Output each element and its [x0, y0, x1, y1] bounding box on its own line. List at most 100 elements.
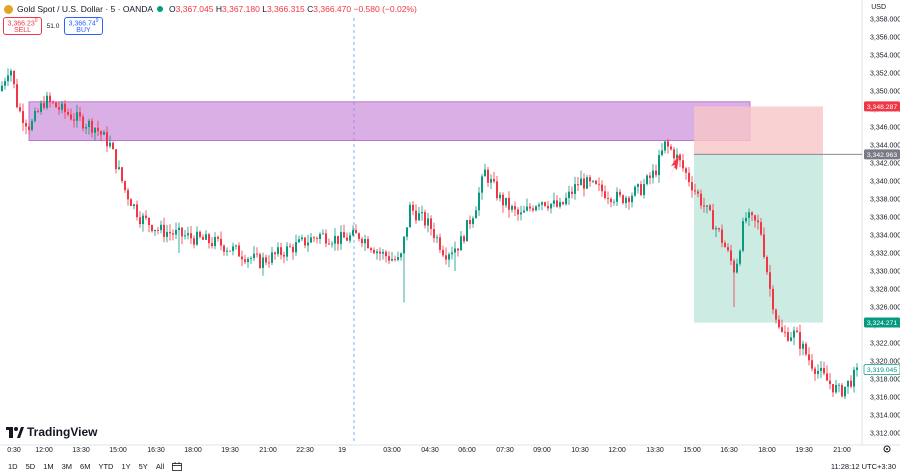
candle: [178, 222, 180, 253]
candle: [841, 383, 843, 398]
timeframe-3m[interactable]: 3M: [61, 462, 73, 471]
candle: [184, 230, 186, 240]
x-tick-label: 19:30: [221, 447, 239, 454]
candle: [721, 224, 723, 248]
candle: [442, 245, 444, 258]
timeframe-5y[interactable]: 5Y: [138, 462, 148, 471]
candle: [316, 236, 318, 244]
candle: [511, 204, 513, 213]
candle: [508, 191, 510, 218]
x-tick-label: 21:00: [259, 447, 277, 454]
candle: [97, 120, 99, 136]
candle: [238, 242, 240, 257]
candle: [43, 95, 45, 110]
candle: [160, 220, 162, 234]
candle: [112, 141, 114, 150]
candle: [364, 234, 366, 251]
candle: [256, 247, 258, 258]
candle: [100, 130, 102, 142]
timeframe-1d[interactable]: 1D: [8, 462, 18, 471]
buy-button[interactable]: 3,366.749 BUY: [64, 17, 103, 35]
candle: [346, 232, 348, 242]
candle: [394, 255, 396, 262]
timeframe-1y[interactable]: 1Y: [121, 462, 131, 471]
timeframe-6m[interactable]: 6M: [80, 462, 91, 471]
candle: [352, 225, 354, 237]
candle: [544, 201, 546, 208]
candle: [31, 118, 33, 132]
candle: [559, 197, 561, 209]
candle: [709, 203, 711, 212]
candle: [760, 217, 762, 237]
y-tick-label: 3,318.000: [870, 377, 900, 384]
candle: [340, 225, 342, 250]
candle: [349, 232, 351, 244]
candle: [592, 180, 594, 184]
candle: [202, 234, 204, 240]
candle: [163, 217, 165, 243]
candle: [718, 227, 720, 233]
candle: [22, 103, 24, 131]
y-tick-label: 3,338.000: [870, 197, 900, 204]
sell-button[interactable]: 3,366.230 SELL: [3, 17, 42, 35]
timeframe-all[interactable]: All: [155, 462, 165, 471]
candle: [679, 153, 681, 168]
candle: [493, 171, 495, 184]
clock-readout[interactable]: 11:28:12 UTC+3:30: [830, 462, 896, 471]
candle: [523, 205, 525, 213]
candle: [673, 146, 675, 164]
candle: [799, 324, 801, 356]
candle: [85, 123, 87, 135]
candle: [844, 386, 846, 400]
candle: [88, 118, 90, 135]
y-tick-label: 3,344.000: [870, 143, 900, 150]
low-value: 3,366.315: [266, 4, 305, 14]
candle: [412, 201, 414, 216]
y-tick-label: 3,358.000: [870, 17, 900, 24]
candle: [826, 365, 828, 381]
x-tick-label: 07:30: [496, 447, 514, 454]
candle: [829, 373, 831, 390]
y-tick-label: 3,328.000: [870, 287, 900, 294]
candle: [115, 149, 117, 174]
candle: [1, 81, 3, 92]
timeframe-bar: 1D 5D 1M 3M 6M YTD 1Y 5Y All: [0, 458, 900, 475]
candle: [595, 179, 597, 185]
timeframe-ytd[interactable]: YTD: [98, 462, 114, 471]
tradingview-logo-icon: [6, 426, 24, 438]
candle: [694, 183, 696, 195]
candle: [52, 100, 54, 105]
y-tick-label: 3,354.000: [870, 53, 900, 60]
candle: [223, 244, 225, 256]
candle: [457, 248, 459, 257]
symbol-title[interactable]: Gold Spot / U.S. Dollar · 5 · OANDA: [17, 4, 154, 14]
candle: [781, 319, 783, 333]
candle: [466, 219, 468, 242]
candle: [337, 235, 339, 251]
candle: [634, 185, 636, 197]
calendar-icon[interactable]: [172, 462, 183, 471]
candle: [385, 249, 387, 263]
candle: [130, 197, 132, 207]
candle: [775, 308, 777, 324]
candle: [373, 247, 375, 255]
candle: [49, 92, 51, 108]
gold-icon: [4, 4, 13, 14]
x-tick-label: 15:00: [683, 447, 701, 454]
currency-label[interactable]: USD: [871, 4, 886, 11]
candle: [706, 205, 708, 214]
candle: [754, 214, 756, 228]
candle: [601, 180, 603, 197]
candle: [10, 68, 12, 82]
candle: [220, 231, 222, 251]
candle: [154, 229, 156, 236]
candle: [406, 227, 408, 241]
timeframe-1m[interactable]: 1M: [43, 462, 54, 471]
timeframe-5d[interactable]: 5D: [25, 462, 36, 471]
market-status-icon: [157, 6, 164, 12]
candle: [82, 114, 84, 132]
candle: [517, 207, 519, 221]
candle: [697, 189, 699, 198]
settings-gear-icon[interactable]: [882, 444, 892, 454]
